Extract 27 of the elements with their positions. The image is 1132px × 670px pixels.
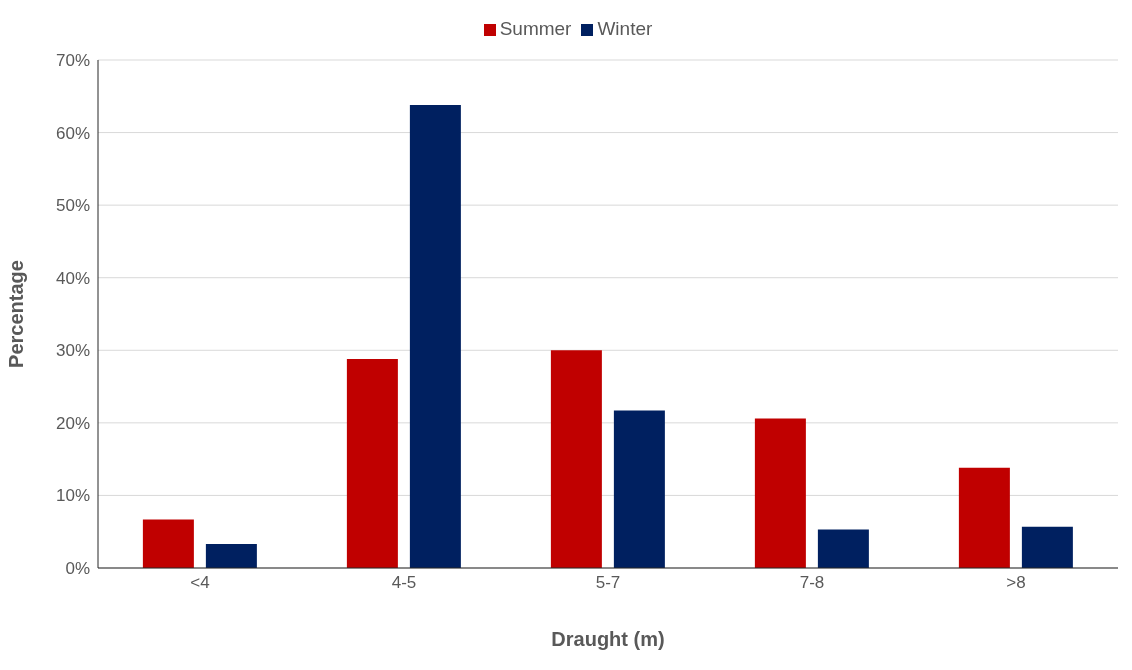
x-tick-label: 7-8 <box>799 573 825 593</box>
legend-label: Winter <box>597 18 653 39</box>
x-tick-label: >8 <box>1006 573 1026 593</box>
y-tick-label: 30% <box>55 341 90 361</box>
legend-label: Summer <box>499 18 572 39</box>
bar <box>958 467 1010 568</box>
bar <box>346 358 398 568</box>
bar <box>613 410 665 568</box>
y-tick-label: 20% <box>55 413 90 433</box>
bar <box>409 104 461 568</box>
y-tick-label: 70% <box>55 51 90 71</box>
bar <box>142 519 194 568</box>
y-tick-label: 50% <box>55 196 90 216</box>
y-tick-label: 40% <box>55 268 90 288</box>
y-tick-label: 0% <box>65 559 90 579</box>
y-tick-label: 60% <box>55 123 90 143</box>
bar <box>1021 526 1073 568</box>
x-axis-title: Draught (m) <box>551 628 665 650</box>
y-tick-label: 10% <box>55 486 90 506</box>
y-axis-title: Percentage <box>5 260 28 368</box>
bar <box>754 418 806 568</box>
bar <box>205 544 257 568</box>
x-tick-label: <4 <box>190 573 210 593</box>
x-tick-label: 4-5 <box>391 573 417 593</box>
bar <box>550 350 602 568</box>
x-tick-label: 5-7 <box>595 573 621 593</box>
bar <box>817 529 869 568</box>
